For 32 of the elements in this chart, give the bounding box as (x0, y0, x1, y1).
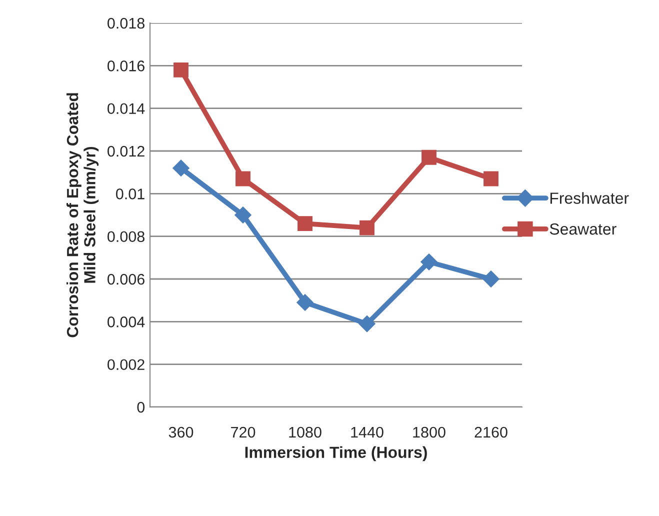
point (482, 270, 500, 288)
x-tick-label: 720 (231, 426, 256, 438)
y-tick-label: 0.016 (108, 60, 144, 72)
y-tick-label: 0.008 (108, 231, 144, 242)
legend-label: Freshwater (550, 192, 629, 204)
x-tick-label: 1080 (289, 426, 322, 438)
y-tick-label: 0.018 (108, 18, 144, 29)
y-tick-label: 0.004 (108, 316, 145, 328)
x-tick-label: 1800 (413, 426, 446, 438)
y-tick-label: 0 (137, 402, 145, 413)
point (174, 62, 188, 78)
point (236, 171, 250, 186)
point (420, 254, 438, 270)
legend-label: Seawater (550, 223, 616, 235)
point (484, 171, 498, 186)
y-axis-title: Corrosion Rate of Epoxy Coated Mild Steel (mm/yr) (66, 93, 99, 338)
y-tick-label: 0.014 (108, 103, 145, 114)
point (358, 315, 376, 332)
point (422, 150, 436, 165)
point (296, 294, 314, 311)
point (172, 160, 190, 176)
x-axis-title: Immersion Time (Hours) (245, 446, 427, 462)
x-tick-label: 1440 (351, 426, 384, 438)
point (298, 216, 312, 231)
point (234, 206, 252, 224)
x-tick-label: 360 (168, 426, 194, 438)
y-tick-label: 0.012 (108, 146, 144, 157)
y-tick-label: 0.006 (108, 274, 144, 285)
y-tick-label: 0.002 (108, 359, 144, 370)
y-tick-label: 0.01 (116, 188, 144, 200)
x-tick-label: 2160 (474, 426, 508, 438)
point (360, 220, 374, 236)
